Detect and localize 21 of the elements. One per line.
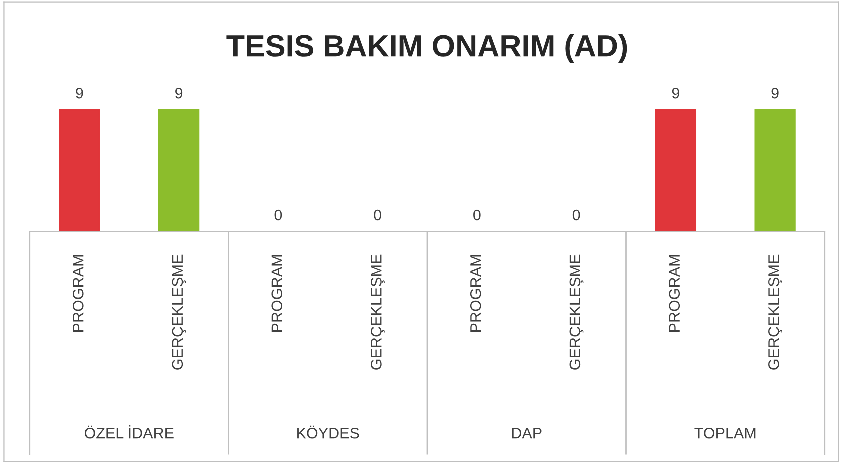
- data-label: 9: [672, 88, 680, 99]
- text: PROGRAM: [72, 256, 84, 332]
- chart-title: TESIS BAKIM ONARIM (AD): [226, 34, 628, 63]
- text: GERÇEKLEŞME: [371, 254, 385, 370]
- text: GERÇEKLEŞME: [768, 254, 782, 370]
- x-tick-label: DAP: [512, 428, 542, 439]
- text: PROGRAM: [669, 256, 680, 332]
- x-tick-label: KÖYDES: [298, 426, 360, 439]
- text: GERÇEKLEŞME: [570, 254, 584, 370]
- x-tick-label: TOPLAM: [694, 428, 756, 439]
- data-label: 9: [772, 88, 779, 99]
- x-tick-label: ÖZEL İDARE: [84, 425, 174, 439]
- text: GERÇEKLEŞME: [172, 254, 186, 370]
- data-label: 0: [572, 210, 580, 221]
- text: PROGRAM: [470, 256, 482, 332]
- text: PROGRAM: [272, 256, 283, 332]
- data-label: 9: [76, 88, 84, 99]
- data-label: 0: [274, 210, 282, 221]
- data-label: 0: [474, 210, 481, 221]
- data-label: 0: [374, 210, 382, 221]
- data-label: 9: [176, 88, 183, 99]
